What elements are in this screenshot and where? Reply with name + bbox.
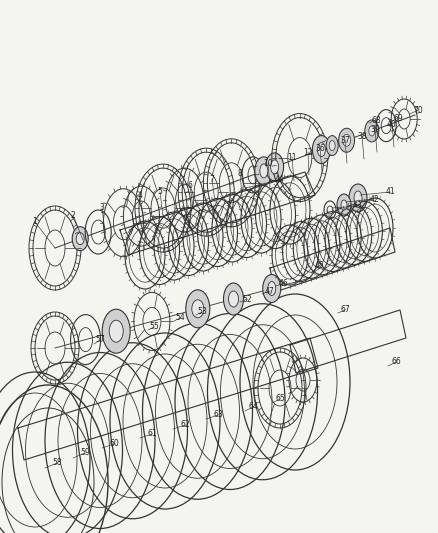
Ellipse shape [340,200,346,210]
Ellipse shape [267,281,275,295]
Text: 11: 11 [286,152,296,161]
Ellipse shape [368,126,374,136]
Text: 60: 60 [109,440,119,448]
Text: 67: 67 [339,305,349,314]
Text: 39: 39 [369,125,379,133]
Text: 54: 54 [175,313,184,322]
Ellipse shape [76,233,84,245]
Ellipse shape [342,134,350,146]
Text: 63: 63 [212,410,223,419]
Text: 3: 3 [99,204,104,213]
Text: 62: 62 [180,421,189,430]
Text: 41: 41 [384,188,394,197]
Text: 66: 66 [390,358,400,367]
Text: 38: 38 [357,132,366,141]
Ellipse shape [223,283,243,315]
Text: 58: 58 [52,458,62,467]
Ellipse shape [102,309,130,353]
Ellipse shape [185,290,209,328]
Text: 10: 10 [263,158,272,167]
Ellipse shape [262,274,280,303]
Text: 47: 47 [265,287,274,295]
Text: 45: 45 [314,261,324,270]
Text: 1: 1 [32,217,37,227]
Text: 40: 40 [386,119,396,128]
Ellipse shape [109,320,123,342]
Text: 65: 65 [275,394,284,403]
Ellipse shape [228,291,238,307]
Text: 68: 68 [371,116,380,125]
Text: 46: 46 [279,279,288,287]
Ellipse shape [317,143,325,157]
Ellipse shape [325,135,337,156]
Text: 37: 37 [339,135,349,144]
Text: 64: 64 [247,402,257,411]
Ellipse shape [338,128,354,152]
Ellipse shape [348,184,366,212]
Text: 55: 55 [149,322,159,332]
Text: 12: 12 [303,148,312,157]
Text: 43: 43 [352,201,362,211]
Ellipse shape [72,227,88,251]
Ellipse shape [353,191,361,205]
Text: 36: 36 [314,143,324,152]
Text: 53: 53 [197,308,206,317]
Text: 61: 61 [147,430,156,439]
Text: 42: 42 [368,195,378,204]
Text: 4: 4 [137,191,142,200]
Ellipse shape [270,160,278,174]
Ellipse shape [265,153,283,181]
Text: 69: 69 [392,114,402,123]
Text: 6: 6 [187,181,192,190]
Text: 57: 57 [95,335,105,344]
Text: 52: 52 [242,295,251,303]
Ellipse shape [328,141,335,151]
Ellipse shape [259,164,267,178]
Text: 70: 70 [412,106,422,115]
Text: 7: 7 [209,174,214,183]
Ellipse shape [191,300,203,318]
Ellipse shape [364,120,378,142]
Ellipse shape [336,194,350,216]
Text: 59: 59 [80,448,90,457]
Text: 5: 5 [157,188,162,197]
Ellipse shape [254,157,272,185]
Text: 44: 44 [275,175,284,184]
Text: 8: 8 [237,168,242,177]
Text: 2: 2 [71,211,75,220]
Ellipse shape [312,135,330,164]
